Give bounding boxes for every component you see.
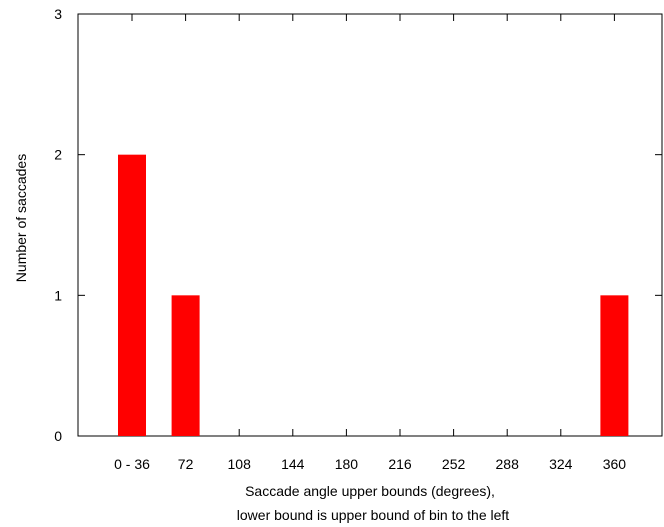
x-tick-label-0: 0 - 36 xyxy=(114,456,150,472)
x-axis-label-line1: Saccade angle upper bounds (degrees), xyxy=(245,483,495,499)
x-tick-label-9: 360 xyxy=(603,456,627,472)
y-tick-label-3: 3 xyxy=(54,6,62,22)
y-tick-label-2: 2 xyxy=(54,147,62,163)
x-tick-label-3: 144 xyxy=(281,456,305,472)
x-tick-label-5: 216 xyxy=(388,456,412,472)
x-tick-label-8: 324 xyxy=(549,456,573,472)
x-tick-label-6: 252 xyxy=(442,456,466,472)
x-tick-label-2: 108 xyxy=(228,456,252,472)
x-tick-label-1: 72 xyxy=(178,456,194,472)
x-axis-label-line2: lower bound is upper bound of bin to the… xyxy=(237,507,510,523)
x-tick-label-4: 180 xyxy=(335,456,359,472)
bar-0 xyxy=(118,154,146,436)
x-axis-tick-labels: 0 - 36 72 108 144 180 216 252 288 324 360 xyxy=(114,456,626,472)
plot-border xyxy=(77,13,663,437)
y-tick-label-0: 0 xyxy=(54,428,62,444)
bars xyxy=(118,154,629,436)
plot-frame xyxy=(77,13,663,437)
bar-9 xyxy=(600,295,629,436)
bar-1 xyxy=(171,295,200,436)
y-tick-label-1: 1 xyxy=(54,287,62,303)
y-axis-ticks xyxy=(78,13,662,437)
y-axis-tick-labels: 0 1 2 3 xyxy=(54,6,62,444)
x-tick-label-7: 288 xyxy=(496,456,520,472)
y-axis-label: Number of saccades xyxy=(13,154,29,282)
x-axis-ticks xyxy=(131,14,615,436)
